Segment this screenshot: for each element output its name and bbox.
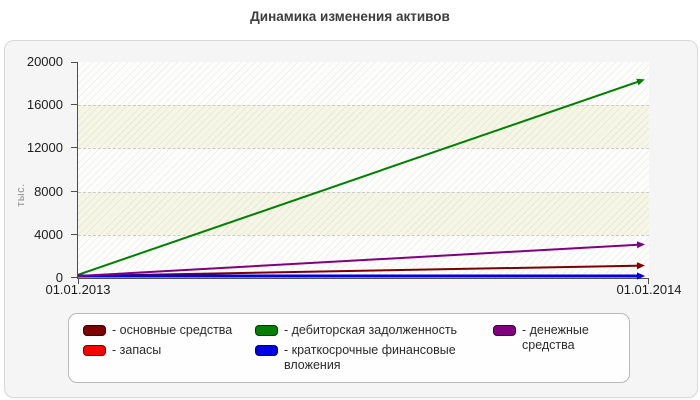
y-tick-label: 16000 <box>26 97 63 113</box>
chart-lines <box>77 78 645 280</box>
legend-label: - основные средства <box>112 323 233 337</box>
gridline <box>78 191 649 193</box>
legend-item-inventory: - запасы <box>83 343 255 358</box>
plot-area <box>71 62 649 284</box>
legend-column-1: - основные средства - запасы <box>83 323 255 376</box>
chart-title: Динамика изменения активов <box>250 9 450 24</box>
legend-swatch-inventory <box>83 344 106 356</box>
gridlines <box>78 62 649 278</box>
legend-label: - запасы <box>112 342 162 357</box>
y-tick-mark <box>71 233 77 235</box>
y-tick-label: 20000 <box>26 54 63 69</box>
legend-column-2: - дебиторская задолженность - краткосроч… <box>255 323 493 376</box>
plot-band <box>78 148 649 192</box>
y-tick-label: 8000 <box>34 183 63 199</box>
legend-item-fixed-assets: - основные средства <box>83 323 255 338</box>
chart-card: тыс. 20000 16000 12000 8000 4000 0 01.01.2013… <box>4 40 698 398</box>
plot-band <box>78 105 649 149</box>
gridline <box>78 234 649 236</box>
y-tick-mark <box>71 190 77 192</box>
y-tick-label: 12000 <box>26 140 63 156</box>
y-tick-mark <box>71 104 77 106</box>
gridline <box>78 148 649 150</box>
plot-band <box>78 62 649 106</box>
y-axis-tick-labels: 20000 16000 12000 8000 4000 0 <box>5 54 69 285</box>
legend-swatch-receivables <box>255 325 278 336</box>
y-tick-mark <box>71 62 77 63</box>
y-tick-label: 4000 <box>34 226 63 242</box>
legend-label: - дебиторская задолженность <box>284 323 458 337</box>
legend: - основные средства - запасы - дебиторск… <box>68 313 630 383</box>
legend-label: - денежные средства <box>522 323 589 352</box>
series-line <box>77 262 645 277</box>
legend-item-cash: - денежные средства <box>493 323 617 353</box>
legend-item-receivables: - дебиторская задолженность <box>255 323 493 338</box>
y-tick-mark <box>71 277 77 278</box>
plot-band <box>78 191 649 235</box>
legend-swatch-fixed-assets <box>83 325 106 336</box>
x-axis-label-end: 01.01.2014 <box>616 282 682 297</box>
x-tick-mark <box>78 279 79 284</box>
x-tick-mark <box>648 279 649 284</box>
legend-swatch-cash <box>493 325 516 336</box>
legend-swatch-short-term-investments <box>255 344 278 356</box>
x-axis-label-start: 01.01.2013 <box>45 282 111 297</box>
legend-label: - краткосрочные финансовые вложения <box>284 342 456 372</box>
series-line <box>77 78 645 276</box>
y-tick-mark <box>71 147 77 149</box>
legend-item-short-term-investments: - краткосрочные финансовые вложения <box>255 343 493 373</box>
legend-column-3: - денежные средства <box>493 323 617 376</box>
y-tick-label: 0 <box>55 270 63 285</box>
gridline <box>78 105 649 107</box>
series-line <box>77 241 645 277</box>
